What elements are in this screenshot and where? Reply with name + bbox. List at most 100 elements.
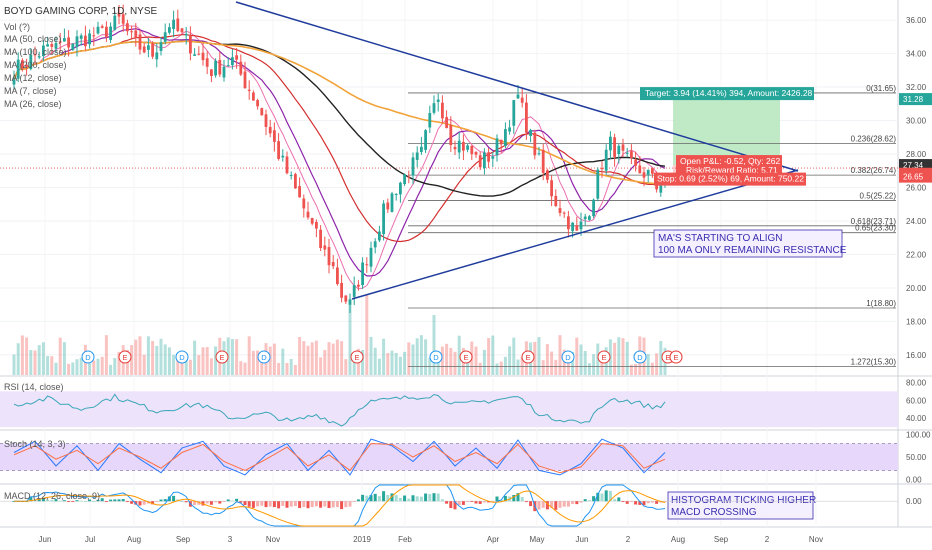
event-marker-letter: D <box>85 353 91 362</box>
macd-histogram-bar <box>117 499 121 502</box>
macd-histogram-bar <box>650 501 654 503</box>
annotation-box <box>653 229 843 258</box>
annotation-line: MACD CROSSING <box>671 507 757 518</box>
fib-level-label: 0.65(23.30) <box>855 224 896 233</box>
candle-body <box>226 65 230 67</box>
rsi-label[interactable]: RSI (14, close) <box>4 382 64 392</box>
candle-body <box>411 157 415 176</box>
volume-bar <box>235 339 239 375</box>
candles <box>12 4 667 314</box>
volume-bar <box>503 356 507 375</box>
triangle-trendlines[interactable] <box>235 1 799 300</box>
volume-bar <box>25 337 29 375</box>
candle-body <box>16 59 20 79</box>
volume-bar <box>205 347 209 375</box>
candle-body <box>344 295 348 302</box>
macd-histogram-bar <box>310 501 314 507</box>
legend-indicator[interactable]: MA (50, close) <box>4 34 62 44</box>
price-axis[interactable]: 36.00 34.00 32.00 30.00 28.00 26.00 24.00 22.00… <box>906 16 927 360</box>
volume-bar <box>197 355 201 375</box>
candle-body <box>310 218 314 224</box>
macd-pane[interactable]: 0.00 <box>0 484 922 527</box>
candle-body <box>25 65 28 68</box>
volume-bar <box>361 350 365 375</box>
event-marker-letter: D <box>433 353 439 362</box>
candle-body <box>630 151 633 158</box>
candle-body <box>243 71 247 89</box>
ascending-trendline[interactable] <box>351 169 799 300</box>
macd-histogram-bar <box>520 496 524 502</box>
candle-body <box>273 130 276 142</box>
macd-histogram-bar <box>314 501 318 507</box>
legend-indicator[interactable]: MA (7, close) <box>4 86 57 96</box>
candle-body <box>184 33 188 36</box>
macd-histogram-bar <box>457 501 461 505</box>
legend-indicator[interactable]: MA (200, close) <box>4 60 67 70</box>
candle-body <box>436 99 440 102</box>
macd-histogram-bar <box>193 501 197 506</box>
candle-body <box>562 212 566 214</box>
legend-indicator[interactable]: MA (100, close) <box>4 47 67 57</box>
macd-histogram-bar <box>209 501 213 505</box>
candle-body <box>138 34 142 50</box>
candle-body <box>79 35 83 39</box>
volume-bar <box>499 361 503 375</box>
candle-body <box>483 152 486 169</box>
macd-histogram-bar <box>323 501 327 507</box>
macd-histogram-bar <box>67 501 71 503</box>
legend-indicator[interactable]: Vol (?) <box>4 22 30 32</box>
earnings-marker <box>669 350 683 364</box>
dividend-marker <box>257 350 271 364</box>
volume-bar <box>520 356 524 375</box>
candle-body <box>621 144 625 151</box>
volume-bar <box>382 338 386 375</box>
annotation-ma-alignment[interactable]: MA'S STARTING TO ALIGN 100 MA ONLY REMAI… <box>653 229 847 258</box>
stoch-pane[interactable]: 100.00 50.00 0.00 <box>0 431 931 485</box>
candle-body <box>298 186 301 198</box>
candle-body <box>499 139 503 145</box>
target-label: Target: 3.94 (14.41%) 394, Amount: 2426.… <box>645 88 813 98</box>
legend-indicator[interactable]: MA (26, close) <box>4 99 62 109</box>
fib-level-label: 0.618(23.71) <box>851 217 897 226</box>
macd-histogram-bar <box>424 493 428 502</box>
symbol-title[interactable]: BOYD GAMING CORP, 1D, NYSE <box>4 6 158 17</box>
volume-bar <box>230 339 234 375</box>
volume-bar <box>629 364 633 375</box>
stoch-label[interactable]: Stoch (14, 3, 3) <box>4 439 66 449</box>
candle-body <box>558 208 562 213</box>
position-tool[interactable]: Target: 3.94 (14.41%) 394, Amount: 2426.… <box>640 87 814 186</box>
fib-level-label: 1(18.80) <box>866 299 896 308</box>
time-axis[interactable]: Jun Jul Aug Sep 3 Nov 2019 Feb Apr May Jun 2 Aug Sep 2… <box>39 535 824 544</box>
macd-histogram-bar <box>184 501 188 503</box>
volume-bar <box>554 359 558 375</box>
volume-bar <box>239 361 243 375</box>
annotation-histogram[interactable]: HISTOGRAM TICKING HIGHER MACD CROSSING <box>667 491 816 520</box>
volume-bar <box>277 363 281 375</box>
candle-body <box>403 174 406 185</box>
event-marker-letter: E <box>525 353 530 362</box>
candle-body <box>550 180 553 197</box>
macd-label[interactable]: MACD (12, 26, close, 9) <box>4 491 100 501</box>
candle-body <box>625 152 629 154</box>
macd-histogram-bar <box>482 501 486 503</box>
price-tick-label: 16.00 <box>906 351 927 360</box>
candle-body <box>71 43 75 50</box>
candle-body <box>508 127 511 132</box>
price-tick-label: 20.00 <box>906 284 927 293</box>
rsi-pane[interactable]: 80.00 60.00 40.00 <box>0 378 927 428</box>
candle-body <box>84 35 87 47</box>
legend-indicator[interactable]: MA (12, close) <box>4 73 62 83</box>
macd-histogram-bar <box>369 495 373 502</box>
macd-histogram-bar <box>113 499 117 502</box>
volume-bar <box>659 340 663 375</box>
volume-bar <box>16 343 20 375</box>
descending-trendline[interactable] <box>235 1 799 172</box>
candle-body <box>50 43 54 47</box>
macd-histogram-bar <box>121 499 125 502</box>
macd-histogram-bar <box>449 501 453 509</box>
fib-level-label: 0(31.65) <box>866 84 896 93</box>
volume-bar <box>138 336 142 375</box>
volume-bar <box>491 335 495 375</box>
volume-bar <box>617 337 621 375</box>
